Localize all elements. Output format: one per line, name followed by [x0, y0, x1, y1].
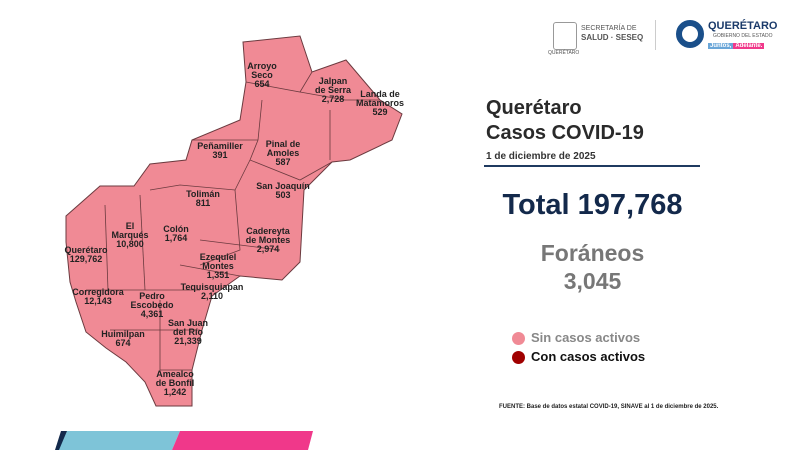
- map-legend: Sin casos activos Con casos activos: [512, 330, 645, 368]
- report-date: 1 de diciembre de 2025: [486, 151, 596, 162]
- municipio-name: Amoles: [266, 148, 300, 158]
- municipio-label: Huimilpan 674: [101, 330, 145, 348]
- legend-dot-icon: [512, 332, 525, 346]
- municipio-cases: 21,339: [174, 336, 202, 346]
- logo-divider: [655, 20, 656, 50]
- municipio-name: Marqués: [111, 230, 149, 240]
- municipio-name: Ezequiel: [199, 252, 237, 262]
- legend-item-con-casos: Con casos activos: [512, 349, 646, 365]
- municipio-cases: 1,351: [206, 270, 230, 280]
- municipio-cases: 811: [195, 198, 211, 208]
- title-rule: [484, 165, 700, 167]
- municipio-name: Huimilpan: [101, 329, 145, 339]
- municipio-cases: 129,762: [69, 254, 103, 264]
- municipio-name: El: [125, 221, 135, 231]
- municipio-label: Pinal de Amoles 587: [266, 140, 301, 167]
- state-title: Querétaro: [486, 97, 582, 119]
- municipio-name: del Río: [172, 327, 204, 337]
- queretaro-q-logo-icon: [676, 20, 704, 48]
- municipio-name: San Joaquín: [256, 181, 310, 191]
- municipio-name: Amealco: [156, 369, 194, 379]
- municipio-name: Escobedo: [130, 300, 174, 310]
- footer-stripe: [55, 431, 313, 450]
- municipio-name: Colón: [163, 224, 189, 234]
- foraneos-value: 3,045: [563, 268, 622, 294]
- municipio-cases: 4,361: [140, 309, 164, 319]
- municipio-cases: 1,242: [163, 387, 187, 397]
- foraneos-label: Foráneos: [540, 240, 645, 266]
- legend-item-sin-casos: Sin casos activos: [512, 330, 645, 346]
- municipio-label: San Juan del Río 21,339: [168, 319, 208, 346]
- municipio-name: de Bonfil: [155, 378, 195, 388]
- municipio-name: Cadereyta: [246, 226, 290, 236]
- municipio-cases: 503: [275, 190, 291, 200]
- municipio-name: Jalpan: [318, 76, 348, 86]
- legend-dot-icon: [512, 351, 525, 365]
- municipio-name: Landa de: [360, 89, 400, 99]
- covid-subtitle: Casos COVID-19: [486, 122, 644, 144]
- municipio-cases: 2,974: [256, 244, 280, 254]
- municipio-cases: 2,728: [321, 94, 345, 104]
- municipio-label: Pedro Escobedo 4,361: [130, 292, 173, 319]
- municipio-label: Tequisquiapan 2,110: [181, 283, 244, 301]
- municipio-label: Landa de Matamoros 529: [356, 90, 404, 117]
- municipio-name: Seco: [251, 70, 273, 80]
- gobierno-logo: QUERÉTARO GOBIERNO DEL ESTADO Juntos, Ade…: [708, 20, 777, 50]
- slogan-a: Juntos,: [708, 43, 734, 49]
- municipio-name: Arroyo: [247, 61, 277, 71]
- legend-label: Sin casos activos: [531, 330, 641, 345]
- municipio-name: San Juan: [167, 318, 209, 328]
- municipio-cases: 391: [212, 150, 228, 160]
- municipio-label: El Marqués 10,800: [111, 222, 148, 249]
- municipio-name: de Serra: [314, 85, 352, 95]
- secretaria-salud-logo: SECRETARÍA DE SALUD · SESEQ: [581, 25, 643, 43]
- municipio-cases: 2,110: [200, 291, 224, 301]
- municipio-label: Corregidora 12,143: [72, 288, 124, 306]
- municipio-cases: 529: [372, 107, 388, 117]
- municipio-cases: 674: [115, 338, 131, 348]
- municipio-label: Peñamiller 391: [197, 142, 243, 160]
- municipio-borders: [86, 71, 380, 371]
- municipio-name: Tequisquiapan: [180, 282, 244, 292]
- municipio-label: Tolimán 811: [186, 190, 220, 208]
- municipio-name: Montes: [202, 261, 234, 271]
- municipio-label: Amealco de Bonfil 1,242: [156, 370, 195, 397]
- municipio-label: San Joaquín 503: [256, 182, 310, 200]
- municipio-label: Cadereyta de Montes 2,974: [246, 227, 291, 254]
- municipio-label: Querétaro 129,762: [64, 246, 107, 264]
- municipio-name: Pinal de: [265, 139, 301, 149]
- municipio-name: Pedro: [139, 291, 165, 301]
- state-outline: [65, 35, 403, 407]
- municipio-cases: 12,143: [84, 296, 112, 306]
- municipio-name: Peñamiller: [197, 141, 243, 151]
- municipio-name: Querétaro: [64, 245, 108, 255]
- municipio-label: Jalpan de Serra 2,728: [315, 77, 351, 104]
- seal-caption: QUERÉTARO: [548, 50, 580, 56]
- municipio-label: Arroyo Seco 654: [247, 62, 277, 89]
- municipio-name: de Montes: [245, 235, 291, 245]
- municipio-name: Corregidora: [72, 287, 124, 297]
- brand-name: QUERÉTARO: [708, 20, 778, 32]
- municipio-cases: 1,764: [164, 233, 188, 243]
- municipio-cases: 10,800: [116, 239, 144, 249]
- municipio-label: Colón 1,764: [163, 225, 189, 243]
- secretaria-line1: SECRETARÍA DE: [581, 25, 637, 32]
- source-note: FUENTE: Base de datos estatal COVID-19, …: [499, 404, 719, 410]
- state-seal-icon: [553, 22, 577, 50]
- slogan-b: Adelante.: [733, 43, 765, 49]
- brand-sub: GOBIERNO DEL ESTADO: [713, 33, 773, 39]
- municipio-name: Tolimán: [186, 189, 220, 199]
- municipio-label: Ezequiel Montes 1,351: [200, 253, 237, 280]
- municipio-cases: 587: [275, 157, 291, 167]
- total-cases: Total 197,768: [502, 189, 683, 221]
- municipio-cases: 654: [254, 79, 270, 89]
- secretaria-line2: SALUD · SESEQ: [581, 33, 644, 42]
- legend-label: Con casos activos: [531, 349, 646, 365]
- municipio-name: Matamoros: [355, 98, 405, 108]
